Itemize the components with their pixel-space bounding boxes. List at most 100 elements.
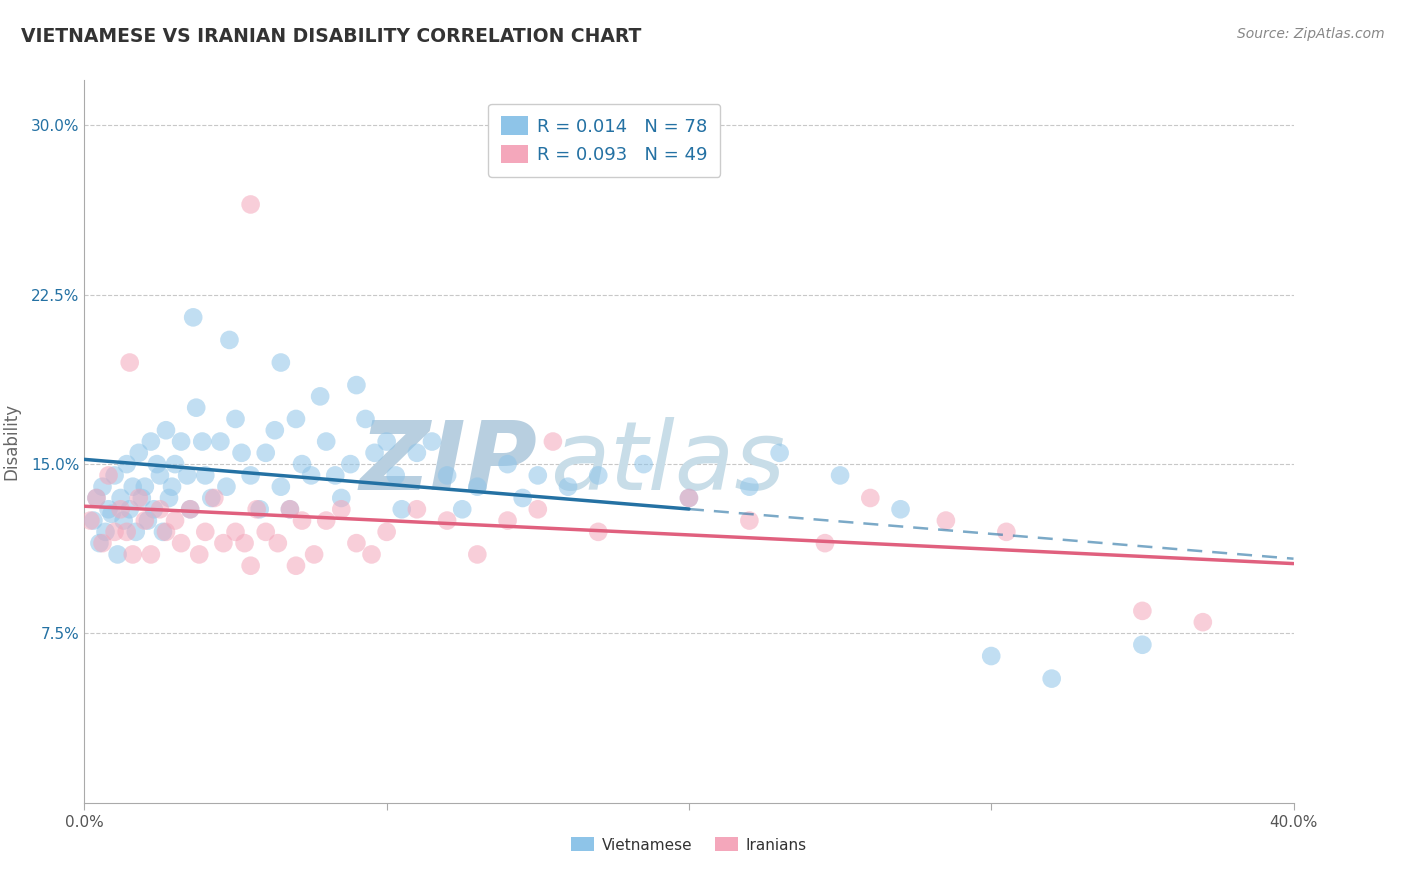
Point: [112, 514, 135, 528]
Point: [315, 514, 337, 528]
Point: [239, 558, 262, 573]
Point: [309, 389, 332, 403]
Point: [97, 468, 120, 483]
Point: [384, 468, 406, 483]
Point: [527, 502, 550, 516]
Point: [107, 548, 129, 562]
Point: [200, 491, 222, 505]
Point: [285, 558, 308, 573]
Point: [980, 648, 1002, 663]
Point: [239, 197, 262, 211]
Point: [121, 480, 143, 494]
Point: [191, 434, 214, 449]
Point: [181, 310, 204, 325]
Point: [215, 480, 238, 494]
Point: [354, 412, 377, 426]
Point: [496, 514, 519, 528]
Point: [339, 457, 361, 471]
Point: [139, 548, 162, 562]
Point: [149, 468, 172, 483]
Point: [890, 502, 912, 516]
Point: [170, 434, 193, 449]
Text: VIETNAMESE VS IRANIAN DISABILITY CORRELATION CHART: VIETNAMESE VS IRANIAN DISABILITY CORRELA…: [21, 27, 641, 45]
Point: [406, 502, 429, 516]
Point: [557, 480, 579, 494]
Point: [995, 524, 1018, 539]
Point: [467, 480, 489, 494]
Point: [1132, 604, 1154, 618]
Point: [496, 457, 519, 471]
Point: [212, 536, 235, 550]
Point: [89, 536, 111, 550]
Point: [155, 423, 177, 437]
Point: [323, 468, 346, 483]
Point: [278, 502, 301, 516]
Y-axis label: Disability: Disability: [1, 403, 20, 480]
Point: [136, 514, 159, 528]
Point: [267, 536, 290, 550]
Point: [1040, 672, 1063, 686]
Point: [155, 524, 177, 539]
Point: [125, 524, 148, 539]
Point: [231, 446, 253, 460]
Point: [128, 446, 150, 460]
Point: [110, 491, 132, 505]
Point: [270, 480, 292, 494]
Point: [270, 355, 292, 369]
Point: [134, 480, 156, 494]
Point: [451, 502, 474, 516]
Point: [194, 468, 217, 483]
Point: [239, 468, 262, 483]
Point: [179, 502, 201, 516]
Point: [218, 333, 240, 347]
Point: [1192, 615, 1215, 630]
Point: [512, 491, 534, 505]
Point: [149, 502, 172, 516]
Point: [115, 524, 138, 539]
Point: [738, 480, 761, 494]
Point: [291, 457, 314, 471]
Point: [738, 514, 761, 528]
Point: [249, 502, 271, 516]
Point: [118, 355, 141, 369]
Point: [94, 524, 117, 539]
Point: [420, 434, 443, 449]
Point: [291, 514, 314, 528]
Point: [165, 514, 187, 528]
Point: [406, 446, 429, 460]
Point: [302, 548, 325, 562]
Text: atlas: atlas: [550, 417, 785, 509]
Point: [170, 536, 193, 550]
Point: [859, 491, 882, 505]
Point: [142, 502, 165, 516]
Point: [436, 514, 458, 528]
Point: [91, 536, 114, 550]
Point: [814, 536, 837, 550]
Point: [678, 491, 700, 505]
Point: [86, 491, 108, 505]
Point: [186, 401, 208, 415]
Point: [588, 468, 610, 483]
Legend: Vietnamese, Iranians: Vietnamese, Iranians: [564, 830, 814, 860]
Point: [79, 514, 101, 528]
Point: [330, 502, 353, 516]
Point: [139, 434, 162, 449]
Point: [769, 446, 792, 460]
Point: [678, 491, 700, 505]
Point: [246, 502, 269, 516]
Point: [100, 507, 122, 521]
Point: [160, 480, 183, 494]
Point: [375, 434, 398, 449]
Point: [202, 491, 225, 505]
Point: [104, 468, 127, 483]
Point: [131, 491, 153, 505]
Point: [104, 524, 127, 539]
Point: [346, 378, 368, 392]
Point: [152, 524, 174, 539]
Point: [360, 548, 382, 562]
Point: [176, 468, 198, 483]
Point: [278, 502, 301, 516]
Point: [233, 536, 256, 550]
Point: [146, 457, 169, 471]
Point: [225, 412, 247, 426]
